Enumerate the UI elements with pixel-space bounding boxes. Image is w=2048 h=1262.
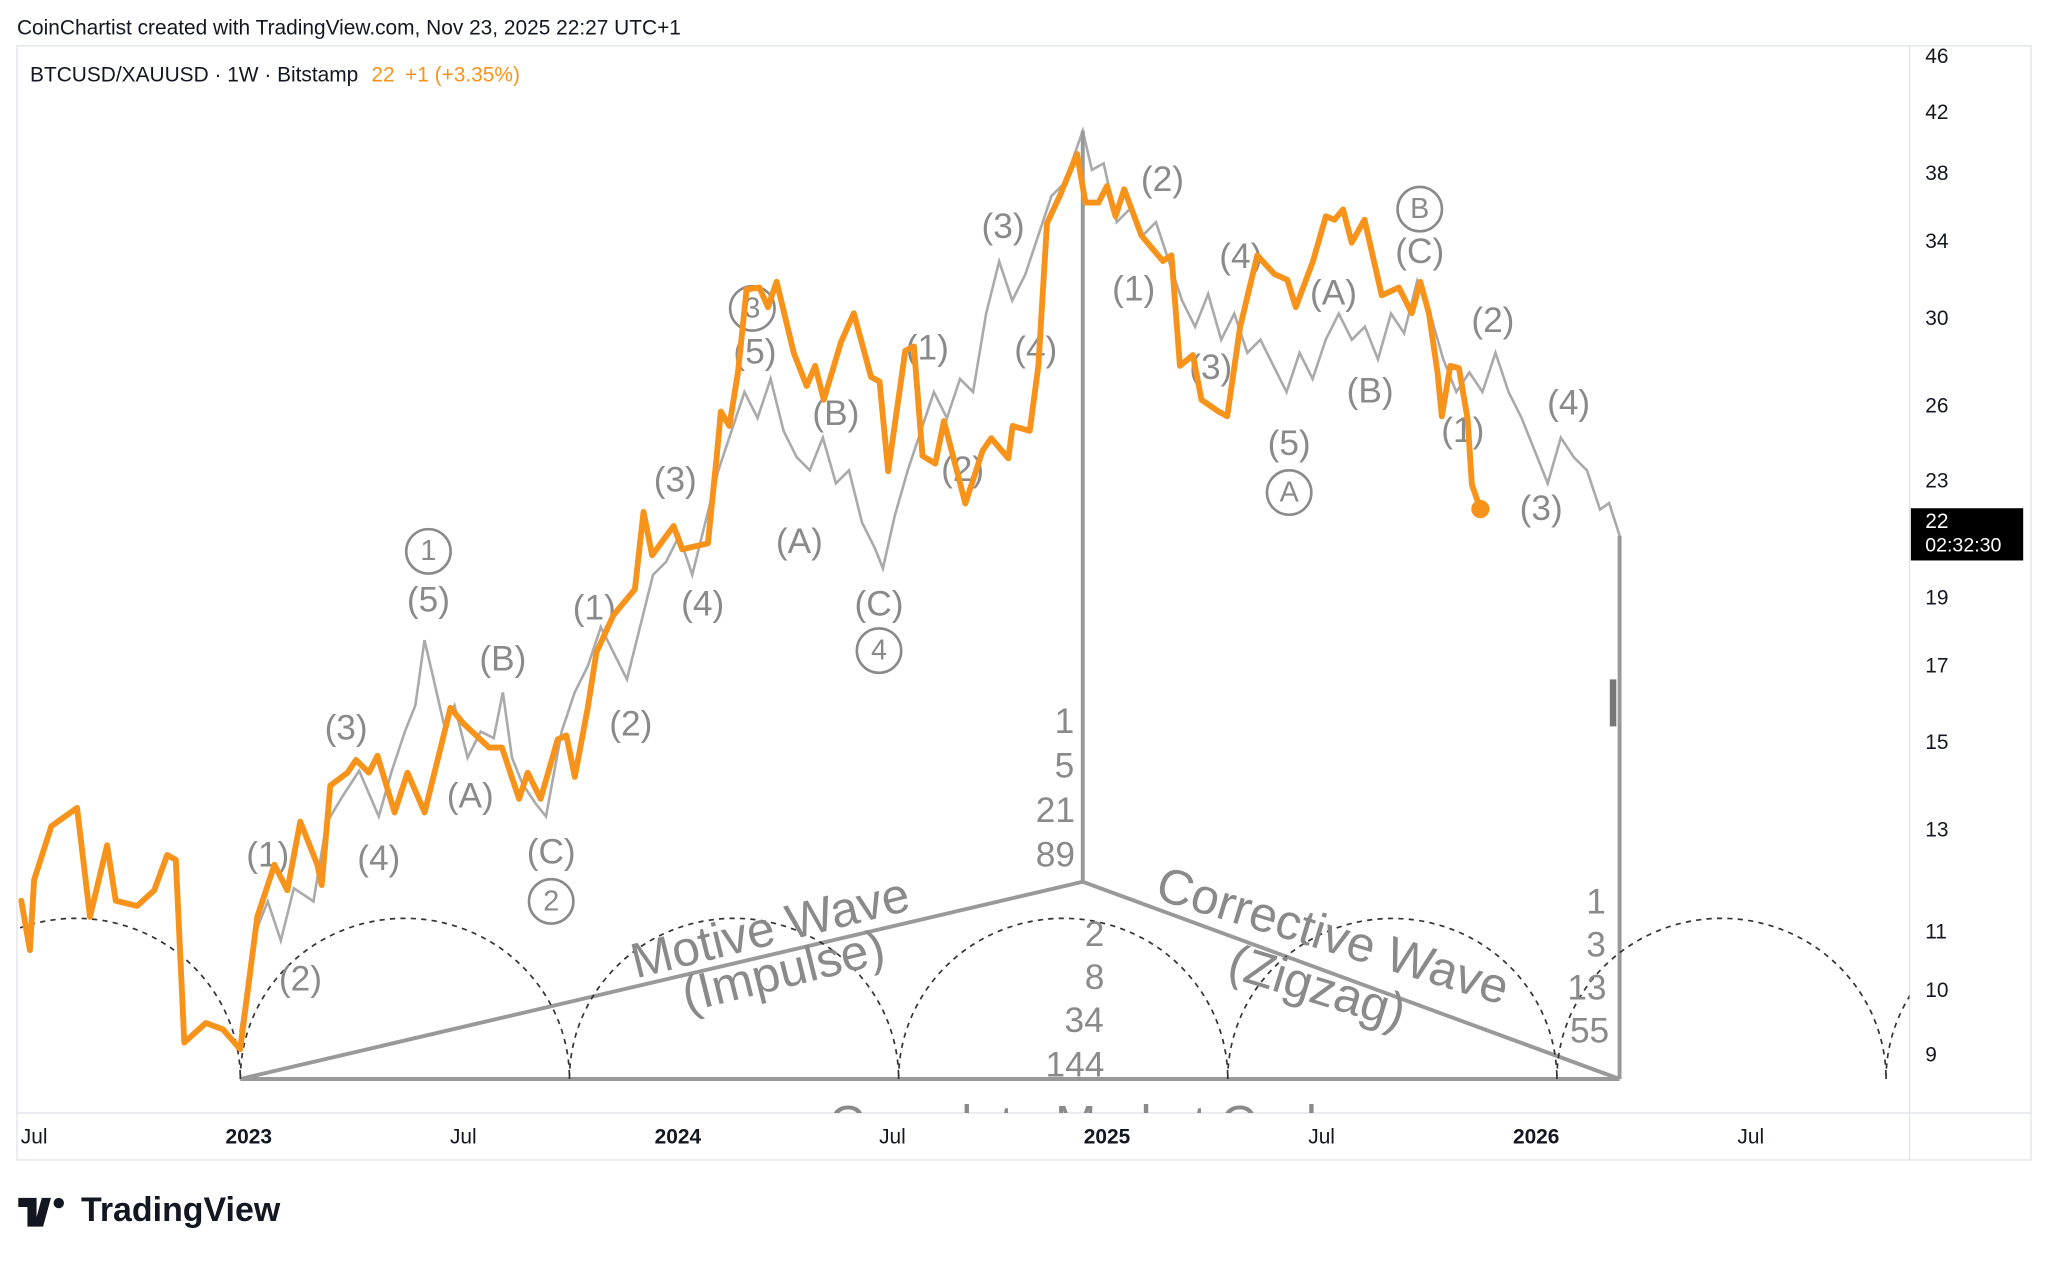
x-tick-label: 2023 (225, 1125, 271, 1148)
logo: TradingView (18, 1191, 281, 1229)
annotation: 55 (1570, 1012, 1609, 1051)
wave-path (239, 126, 1621, 1033)
wave-overlay (16, 126, 1910, 1081)
annotation: (2) (1141, 160, 1184, 199)
annotation: 34 (1064, 1001, 1103, 1040)
annotation-circle (404, 527, 452, 575)
annotation: 13 (1567, 968, 1606, 1007)
annotation: (1) (1112, 270, 1155, 309)
x-tick-label: 2026 (1513, 1125, 1559, 1148)
x-tick-label: 2025 (1084, 1125, 1131, 1148)
y-tick-label: 9 (1925, 1044, 1937, 1067)
annotation: 5 (1055, 746, 1075, 785)
x-tick-label: Jul (450, 1125, 477, 1148)
price-tag (1910, 508, 2024, 561)
annotation: (2) (609, 705, 652, 744)
annotation: A (1280, 476, 1300, 508)
legend-change: +1 (+3.35%) (405, 63, 520, 86)
annotation: (1) (1441, 411, 1484, 450)
annotation: 1 (1055, 702, 1075, 741)
annotation: 3 (1586, 925, 1606, 964)
y-tick-label: 38 (1925, 162, 1948, 185)
annotation: (2) (279, 959, 322, 998)
legend-price: 22 (371, 63, 394, 86)
price-tag-value: 22 (1925, 510, 1948, 533)
annotation: (C) (855, 584, 904, 623)
y-tick-label: 23 (1925, 469, 1948, 492)
annotation-circle (1265, 469, 1313, 517)
annotation-circle (855, 627, 903, 675)
annotation: (3) (982, 207, 1025, 246)
annotation: (3) (325, 709, 368, 748)
y-tick-label: 19 (1925, 586, 1948, 609)
y-tick-label: 17 (1925, 654, 1948, 677)
annotation: 21 (1036, 791, 1075, 830)
y-tick-label: 42 (1925, 101, 1948, 124)
cycle-triangle (239, 879, 1621, 1081)
annotation: (3) (654, 460, 697, 499)
annotation: (5) (407, 581, 450, 620)
y-tick-label: 11 (1925, 921, 1947, 944)
annotation: 2 (543, 885, 559, 917)
annotation: 1 (1586, 882, 1606, 921)
annotation: 144 (1046, 1046, 1105, 1085)
x-tick-label: 2024 (655, 1125, 702, 1148)
annotation: (A) (1310, 274, 1357, 313)
annotation: (A) (776, 522, 823, 561)
annotation-circle (527, 877, 575, 925)
x-tick-label: Jul (21, 1125, 48, 1148)
annotation: (C) (527, 833, 576, 872)
annotation: B (1410, 193, 1429, 225)
annotation: (4) (681, 584, 724, 623)
annotation: (3) (1520, 489, 1563, 528)
annotation: 1 (420, 535, 436, 567)
price-tag-countdown: 02:32:30 (1925, 534, 2001, 556)
annotation: Complete Market Cycle (829, 1095, 1345, 1151)
annotations: (1) (2) (3) (4) (5) 1 (B) (A) (C) 2 (1) (2) (3) (4) 3 (… (246, 160, 1609, 1151)
cycle-arcs (16, 917, 1910, 1080)
x-tick-label: Jul (879, 1125, 906, 1148)
annotation: (C) (1395, 232, 1444, 271)
x-tick-label: Jul (1737, 1125, 1764, 1148)
annotation: 89 (1036, 835, 1075, 874)
header: CoinChartist created with TradingView.co… (17, 16, 681, 39)
series-line (18, 151, 1484, 1053)
y-tick-label: 13 (1925, 818, 1948, 841)
annotation: 4 (871, 634, 887, 666)
annotation: (1) (246, 835, 289, 874)
annotation: (5) (1268, 424, 1311, 463)
y-tick-label: 15 (1925, 731, 1948, 754)
annotation-circle (1396, 185, 1444, 233)
y-tick-label: 34 (1925, 230, 1948, 253)
y-tick-label: 46 (1925, 45, 1948, 68)
plot (18, 151, 1490, 1053)
annotation: (4) (1547, 383, 1590, 422)
logo-mark (18, 1197, 51, 1227)
logo-dot (53, 1197, 64, 1209)
legend-symbol: BTCUSD/XAUUSD · 1W · Bitstamp (30, 63, 358, 86)
annotation: 2 (1085, 915, 1105, 954)
last-point (1471, 499, 1490, 519)
annotation: (A) (447, 776, 494, 815)
annotation: (B) (812, 394, 859, 433)
y-tick-label: 10 (1925, 979, 1948, 1002)
logo-text: TradingView (81, 1191, 281, 1229)
annotation: (B) (479, 639, 526, 678)
frame (16, 45, 2032, 1161)
annotation: (B) (1347, 372, 1394, 411)
x-tick-label: Jul (1308, 1125, 1335, 1148)
annotation: (4) (357, 839, 400, 878)
annotation: (2) (1471, 301, 1514, 340)
annotation: 8 (1085, 958, 1105, 997)
y-tick-label: 30 (1925, 307, 1948, 330)
y-tick-label: 26 (1925, 394, 1948, 417)
